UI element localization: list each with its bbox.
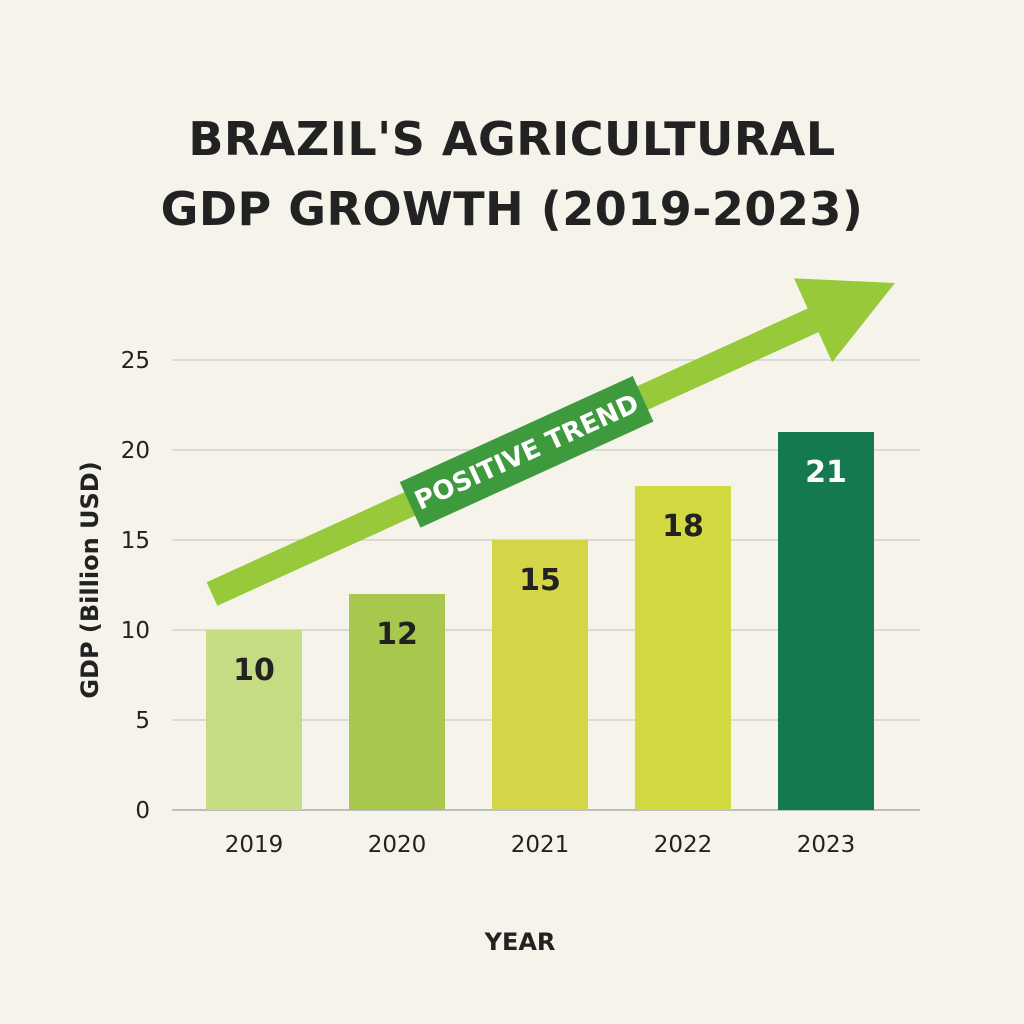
chart-title: BRAZIL'S AGRICULTURAL GDP GROWTH (2019-2…	[0, 104, 1024, 244]
bar-data-label-2019: 10	[233, 653, 275, 688]
bar-2019	[206, 630, 302, 810]
bar-data-labels: 10 12 15 18 21	[233, 455, 847, 688]
trend-label-box	[399, 376, 654, 528]
y-axis-label: GDP (Billion USD)	[76, 461, 104, 698]
y-tick-label-5: 5	[135, 708, 150, 734]
bar-data-label-2021: 15	[519, 563, 561, 598]
y-axis-ticks: 0 5 10 15 20 25	[121, 348, 150, 824]
x-axis-label: YEAR	[484, 928, 556, 956]
bars	[206, 432, 874, 810]
y-tick-label-25: 25	[121, 348, 150, 374]
bar-2022	[635, 486, 731, 810]
x-tick-label-2019: 2019	[225, 832, 284, 858]
bar-data-label-2023: 21	[805, 455, 847, 490]
y-tick-label-20: 20	[121, 438, 150, 464]
x-tick-label-2022: 2022	[654, 832, 713, 858]
y-tick-label-10: 10	[121, 618, 150, 644]
trend-label-group: POSITIVE TREND	[399, 376, 654, 528]
chart-title-line-2: GDP GROWTH (2019-2023)	[160, 182, 864, 236]
y-tick-label-0: 0	[135, 798, 150, 824]
bar-data-label-2022: 18	[662, 509, 704, 544]
x-axis-ticks: 2019 2020 2021 2022 2023	[225, 832, 856, 858]
bar-2023	[778, 432, 874, 810]
x-tick-label-2023: 2023	[797, 832, 856, 858]
x-tick-label-2020: 2020	[368, 832, 427, 858]
y-tick-label-15: 15	[121, 528, 150, 554]
bar-2021	[492, 540, 588, 810]
trend-label-text: POSITIVE TREND	[410, 389, 643, 517]
bar-2020	[349, 594, 445, 810]
x-tick-label-2021: 2021	[511, 832, 570, 858]
chart-title-line-1: BRAZIL'S AGRICULTURAL	[188, 112, 836, 166]
bar-data-label-2020: 12	[376, 617, 418, 652]
